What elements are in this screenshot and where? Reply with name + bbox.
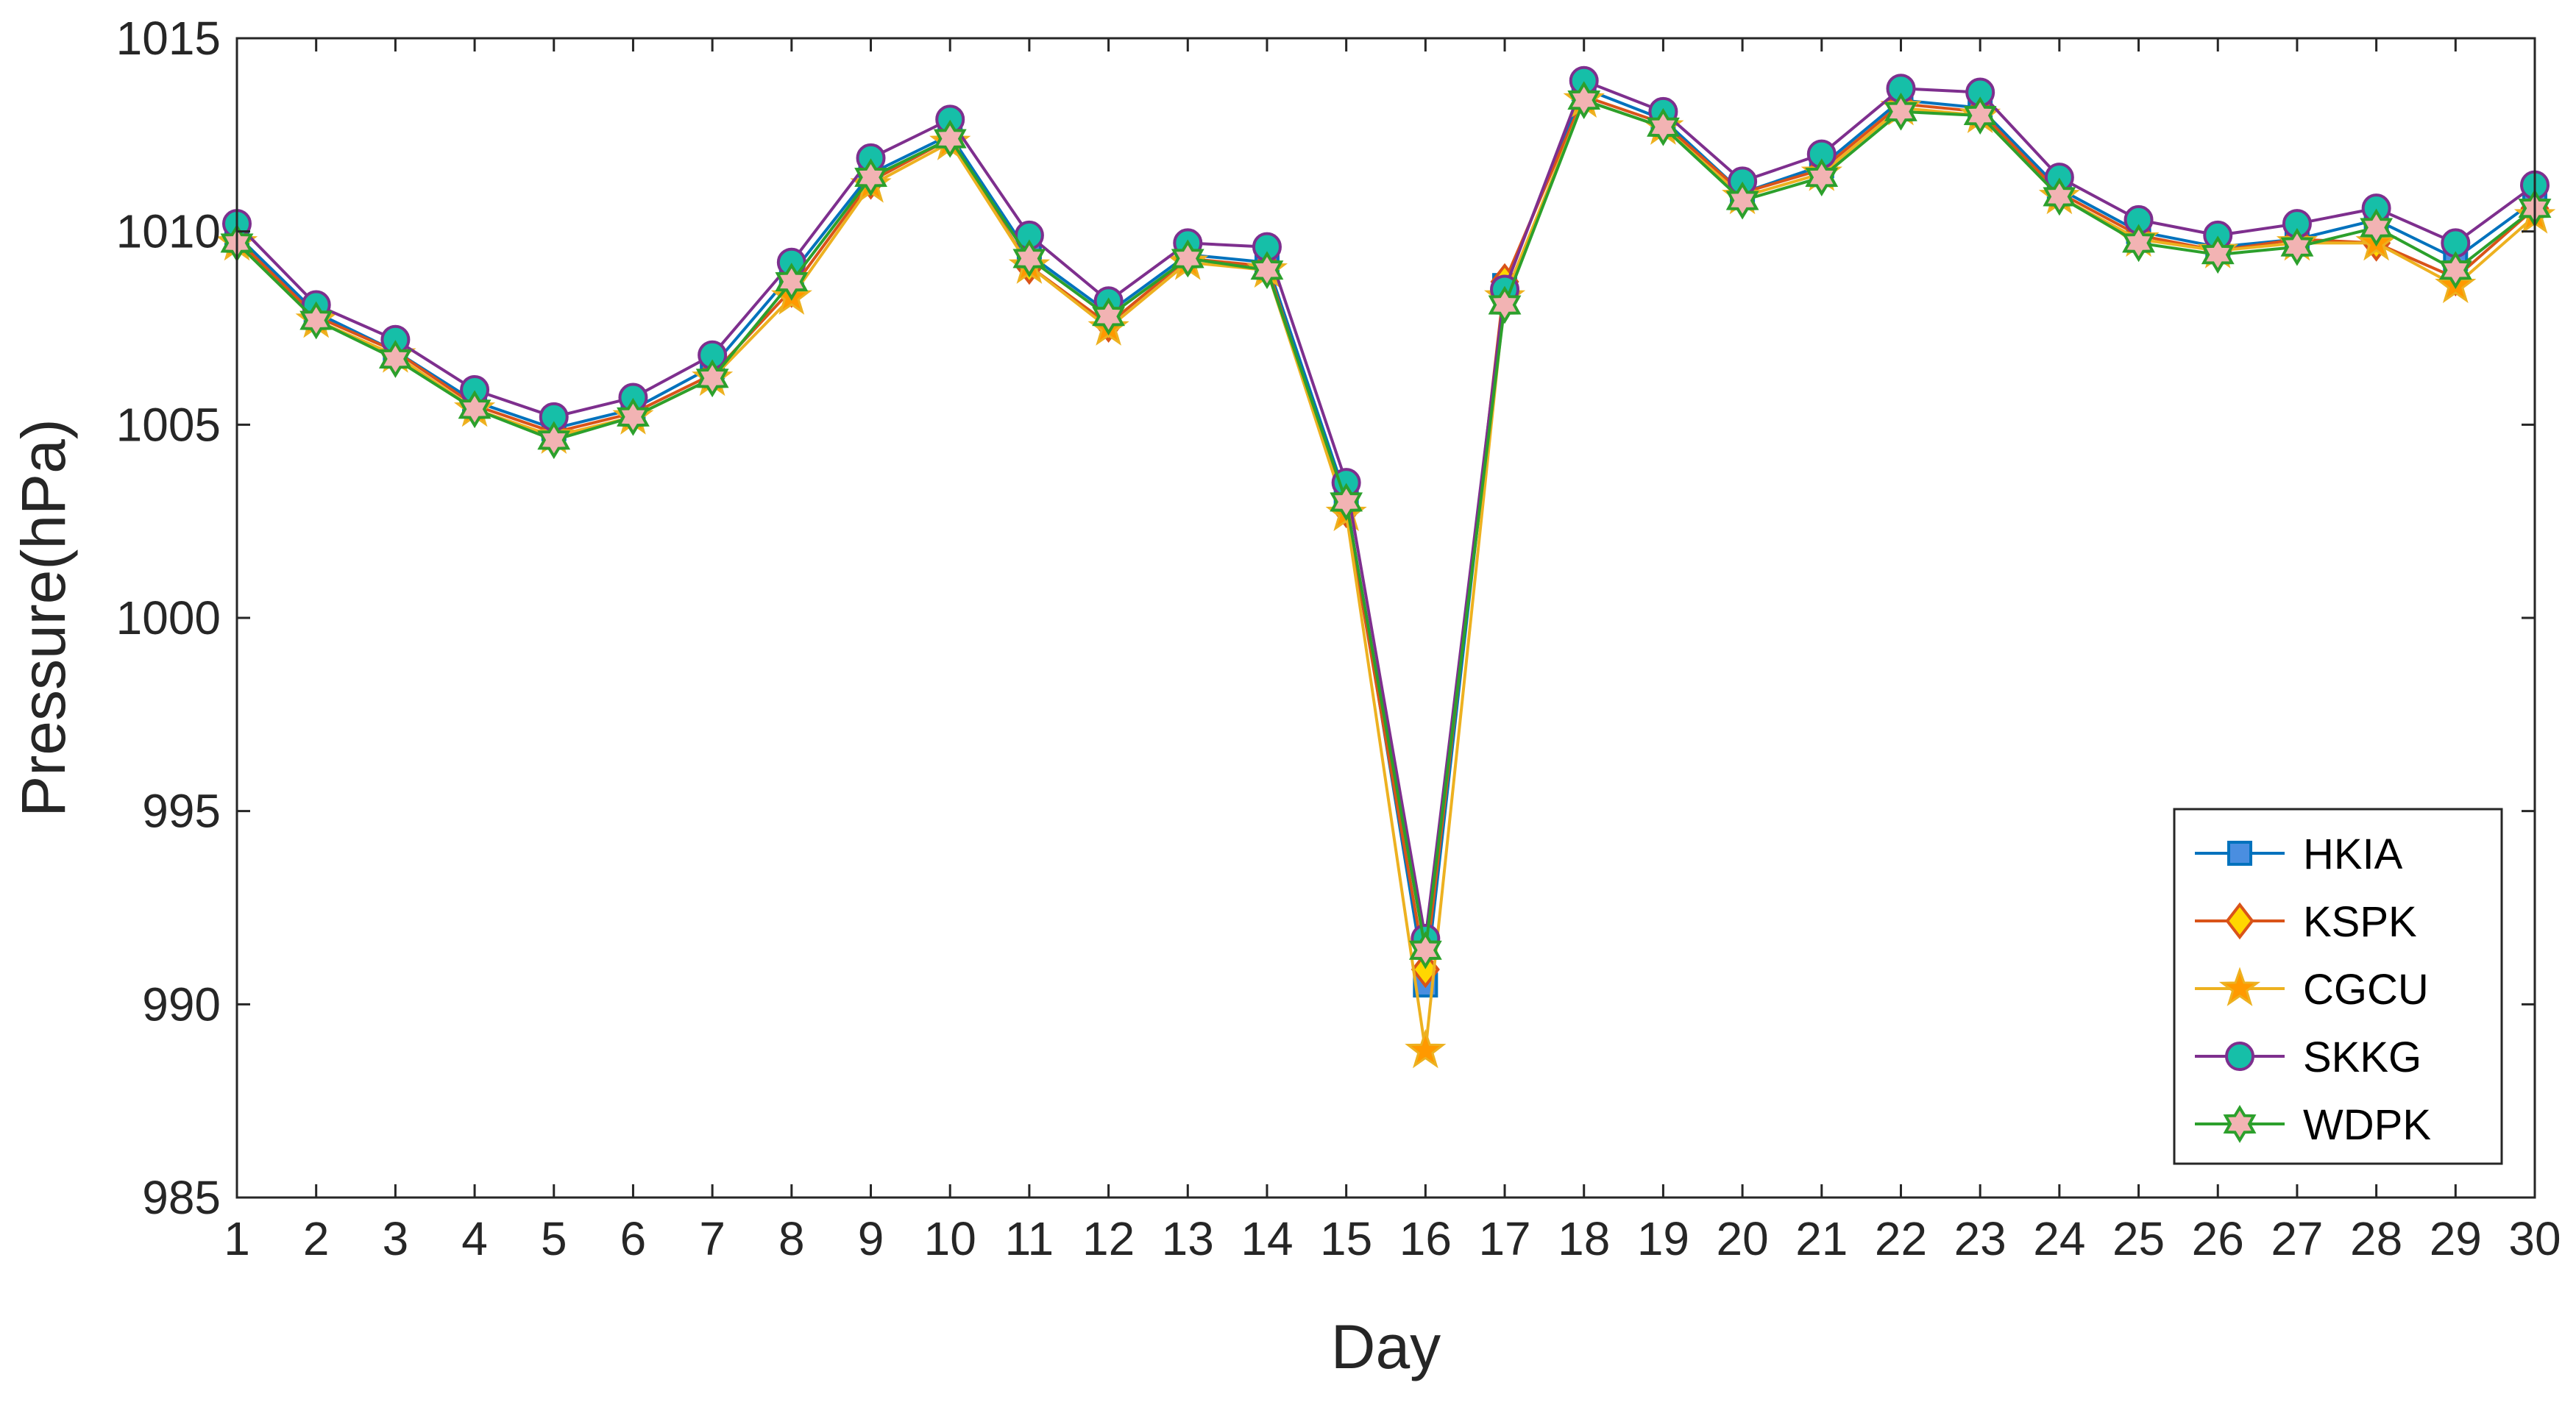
x-tick-label: 19 — [1637, 1212, 1689, 1265]
axes-layer: 1 2 3 4 5 6 7 8 9 10 11 12 13 14 15 16 17 18 19 20 21 22 23 24 2… — [116, 12, 2561, 1265]
legend-entry-cgcu: CGCU — [2195, 966, 2429, 1014]
data-point-wdpk — [378, 340, 412, 378]
x-tick-label: 10 — [924, 1212, 976, 1265]
data-point-wdpk — [299, 301, 333, 340]
data-point-wdpk — [2438, 251, 2472, 290]
x-tick-label: 21 — [1795, 1212, 1848, 1265]
y-tick-label: 1000 — [116, 591, 221, 644]
x-tick-label: 25 — [2112, 1212, 2165, 1265]
y-axis-label: Pressure(hPa) — [9, 419, 78, 817]
series-layer — [216, 65, 2556, 1069]
data-point-wdpk — [1171, 239, 1204, 278]
legend-label-kspk: KSPK — [2303, 898, 2417, 946]
data-point-wdpk — [854, 158, 887, 196]
legend-entry-kspk: KSPK — [2195, 898, 2417, 946]
x-tick-label: 4 — [461, 1212, 488, 1265]
data-point-wdpk — [1250, 251, 1284, 290]
plot-area — [237, 38, 2535, 1198]
legend-marker-hkia — [2227, 841, 2252, 866]
data-point-wdpk — [2280, 227, 2314, 266]
data-point-wdpk — [1725, 181, 1759, 220]
legend: HKIA KSPK CGCU SKKG WDPK — [2173, 808, 2503, 1165]
x-tick-label: 29 — [2430, 1212, 2482, 1265]
data-point-wdpk — [1488, 285, 1522, 324]
legend-entry-skkg: SKKG — [2195, 1033, 2421, 1081]
data-point-wdpk — [1647, 107, 1680, 146]
data-point-wdpk — [1805, 158, 1839, 196]
y-tick-label: 1010 — [116, 205, 221, 258]
legend-label-skkg: SKKG — [2303, 1033, 2421, 1081]
x-tick-label: 14 — [1241, 1212, 1293, 1265]
x-tick-label: 18 — [1558, 1212, 1610, 1265]
x-tick-label: 7 — [699, 1212, 725, 1265]
data-point-wdpk — [2360, 208, 2394, 247]
data-point-wdpk — [2043, 177, 2076, 216]
legend-box — [2173, 808, 2503, 1165]
data-point-wdpk — [2201, 235, 2235, 274]
data-point-wdpk — [1330, 483, 1363, 522]
legend-entry-wdpk: WDPK — [2195, 1101, 2431, 1149]
x-tick-label: 27 — [2271, 1212, 2323, 1265]
x-axis-label: Day — [1331, 1312, 1441, 1381]
data-point-wdpk — [695, 359, 729, 398]
x-tick-label: 28 — [2350, 1212, 2402, 1265]
data-point-wdpk — [933, 119, 967, 158]
x-tick-label: 17 — [1478, 1212, 1530, 1265]
data-point-wdpk — [1408, 930, 1442, 969]
x-tick-label: 13 — [1162, 1212, 1214, 1265]
legend-marker-wdpk — [2223, 1105, 2257, 1143]
data-point-wdpk — [1963, 96, 1997, 135]
x-tick-label: 12 — [1082, 1212, 1135, 1265]
y-tick-label: 1005 — [116, 398, 221, 451]
x-tick-label: 23 — [1954, 1212, 2006, 1265]
legend-label-wdpk: WDPK — [2303, 1101, 2431, 1149]
legend-entry-hkia: HKIA — [2195, 830, 2403, 878]
x-tick-label: 6 — [620, 1212, 647, 1265]
x-tick-label: 1 — [224, 1212, 250, 1265]
data-point-wdpk — [1567, 81, 1601, 119]
x-tick-label: 16 — [1399, 1212, 1452, 1265]
x-tick-label: 9 — [858, 1212, 884, 1265]
data-point-cgcu — [1405, 1028, 1447, 1069]
x-tick-label: 22 — [1875, 1212, 1927, 1265]
data-point-wdpk — [458, 390, 492, 429]
data-point-wdpk — [1884, 92, 1917, 131]
legend-marker-kspk — [2225, 902, 2254, 940]
x-tick-label: 2 — [303, 1212, 330, 1265]
legend-label-cgcu: CGCU — [2303, 966, 2429, 1014]
y-tick-label: 985 — [142, 1171, 221, 1224]
x-tick-label: 8 — [778, 1212, 805, 1265]
data-point-wdpk — [1012, 239, 1046, 278]
x-tick-label: 26 — [2192, 1212, 2244, 1265]
legend-marker-cgcu — [2218, 967, 2261, 1006]
data-point-wdpk — [617, 397, 650, 436]
y-tick-label: 995 — [142, 785, 221, 838]
x-tick-label: 11 — [1005, 1212, 1054, 1265]
data-point-wdpk — [775, 263, 809, 301]
x-tick-label: 30 — [2508, 1212, 2561, 1265]
x-tick-label: 15 — [1320, 1212, 1372, 1265]
legend-label-hkia: HKIA — [2303, 830, 2403, 878]
x-tick-label: 5 — [541, 1212, 567, 1265]
legend-marker-skkg — [2225, 1042, 2254, 1071]
y-tick-label: 1015 — [116, 12, 221, 65]
data-point-wdpk — [2122, 224, 2155, 263]
x-tick-label: 3 — [383, 1212, 409, 1265]
series-wdpk — [220, 81, 2552, 969]
x-tick-label: 20 — [1717, 1212, 1769, 1265]
data-point-wdpk — [537, 421, 571, 460]
y-tick-label: 990 — [142, 978, 221, 1031]
x-tick-label: 24 — [2033, 1212, 2085, 1265]
data-point-wdpk — [1092, 297, 1125, 336]
